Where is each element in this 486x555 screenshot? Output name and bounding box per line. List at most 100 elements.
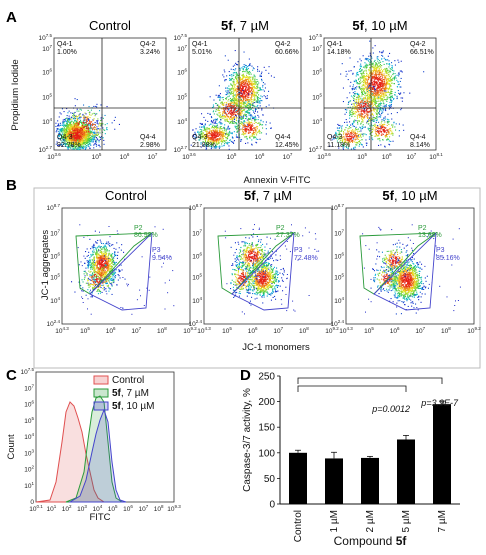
ytick-label: 250 <box>258 372 275 383</box>
panel-b-ytick: 104 <box>192 296 202 305</box>
panel-b-xtick: 104.3 <box>339 326 353 335</box>
panel-b-xtick: 109.2 <box>467 326 481 335</box>
panel-a-ytick: 107 <box>42 44 52 53</box>
panel-b-title-0: Control <box>105 188 147 203</box>
panel-c-ytick: 107 <box>24 383 34 392</box>
panel-b-xtick: 104.3 <box>55 326 69 335</box>
panel-c-ytick: 105 <box>24 416 34 425</box>
panel-a-xtick: 103.6 <box>317 152 331 161</box>
bar-2 <box>361 458 379 504</box>
bar-1 <box>325 458 343 504</box>
panel-a-ytick: 106 <box>177 68 187 77</box>
q3-value: 92.78% <box>57 142 81 149</box>
legend-swatch-2 <box>94 402 108 410</box>
panel-a-plot-5f-10um: 5f, 10 µMQ4-114.18%Q4-266.51%Q4-311.18%Q… <box>309 18 444 161</box>
panel-c-xtick: 106 <box>123 504 133 513</box>
q3-name: Q4-3 <box>57 134 73 141</box>
panel-d-ylabel: Caspase-3/7 activity, % <box>242 388 253 492</box>
legend-swatch-0 <box>94 376 108 384</box>
panel-c-ytick: 101 <box>24 481 34 490</box>
panel-c-xtick: 102 <box>62 504 72 513</box>
panel-a-ytick: 102.7 <box>39 145 53 154</box>
q3-value: 11.18% <box>327 142 350 149</box>
panel-b-ytick: 105 <box>334 273 344 282</box>
ytick-label: 150 <box>258 423 275 434</box>
panel-b-ytick: 105 <box>50 273 60 282</box>
panel-b-ytick: 105 <box>192 273 202 282</box>
panel-b-xlabel: JC-1 monomers <box>242 342 310 353</box>
p2-name: P2 <box>134 225 143 232</box>
ytick-label: 50 <box>264 474 276 485</box>
p3-value: 9.54% <box>152 255 172 262</box>
q1-name: Q4-1 <box>192 41 208 48</box>
bar-0 <box>289 453 307 504</box>
q4-name: Q4-4 <box>140 134 156 141</box>
p3-name: P3 <box>436 247 445 254</box>
p-value-1: p=0.0012 <box>371 404 410 414</box>
panel-c-ytick: 106 <box>24 400 34 409</box>
panel-c-xtick: 103 <box>77 504 87 513</box>
panel-letter-a: A <box>6 9 17 26</box>
ytick-label: 200 <box>258 397 275 408</box>
panel-b-title-2: 5f, 10 µM <box>382 188 437 203</box>
panel-c-ylabel: Count <box>6 434 17 460</box>
q1-value: 14.18% <box>327 49 351 56</box>
q2-name: Q4-2 <box>275 41 291 48</box>
panel-a-ytick: 104 <box>177 117 187 126</box>
bar-4 <box>433 404 451 504</box>
panel-a-xtick: 103.6 <box>47 152 61 161</box>
panel-b-ytick: 102.4 <box>47 319 61 328</box>
panel-b-xtick: 106 <box>390 326 400 335</box>
panel-b-frame-2 <box>346 208 474 324</box>
panel-a-xtick: 105 <box>227 152 237 161</box>
panel-c-ytick: 0 <box>30 499 34 506</box>
ytick-label: 0 <box>269 500 275 511</box>
panel-c-xtick: 107 <box>138 504 148 513</box>
panel-c-ytick: 103 <box>24 448 34 457</box>
panel-b-ytick: 104 <box>50 296 60 305</box>
category-label-2: 2 µM <box>365 510 376 532</box>
bracket-inner <box>298 386 406 392</box>
panel-a-ytick: 107.5 <box>39 33 53 42</box>
p3-name: P3 <box>152 247 161 254</box>
panel-a-xtick: 105 <box>357 152 367 161</box>
p3-value: 72.48% <box>294 255 318 262</box>
panel-a-xtick: 107 <box>283 152 293 161</box>
panel-b-xtick: 104.3 <box>197 326 211 335</box>
panel-b-ytick: 104 <box>334 296 344 305</box>
panel-a-ytick: 106 <box>42 68 52 77</box>
panel-c-xtick: 105 <box>108 504 118 513</box>
p2-value: 86.98% <box>134 232 158 239</box>
panel-a-xtick: 103.6 <box>182 152 196 161</box>
panel-b-frame-0 <box>62 208 190 324</box>
panel-b-xtick: 105 <box>222 326 232 335</box>
panel-b-ytick: 106 <box>50 252 60 261</box>
panel-b-xtick: 108 <box>157 326 167 335</box>
category-label-0: Control <box>293 510 304 542</box>
panel-a-ylabel: Propidium Iodide <box>10 59 21 130</box>
ytick-label: 100 <box>258 448 275 459</box>
p2-value: 13.68% <box>418 232 442 239</box>
panel-a-ytick: 102.7 <box>174 145 188 154</box>
panel-c-ytick: 102 <box>24 465 34 474</box>
panel-a-plot-5f-7um: 5f, 7 µMQ4-15.01%Q4-260.66%Q4-321.88%Q4-… <box>174 18 302 161</box>
q1-name: Q4-1 <box>57 41 73 48</box>
panel-a-ytick: 107 <box>177 44 187 53</box>
panel-a-xtick: 105 <box>92 152 102 161</box>
panel-c-xtick: 109.3 <box>167 504 181 513</box>
panel-c-ytick: 107.5 <box>21 367 35 376</box>
q2-name: Q4-2 <box>140 41 156 48</box>
panel-b-ytick: 107 <box>50 229 60 238</box>
q2-name: Q4-2 <box>410 41 426 48</box>
panel-b-title-1: 5f, 7 µM <box>244 188 292 203</box>
q4-value: 2.98% <box>140 142 160 149</box>
panel-a-ytick: 107 <box>312 44 322 53</box>
panel-a-xtick: 106 <box>255 152 265 161</box>
q2-value: 3.24% <box>140 49 160 56</box>
q1-value: 1.00% <box>57 49 77 56</box>
panel-a-ytick: 104 <box>42 117 52 126</box>
panel-b-ytick: 106 <box>192 252 202 261</box>
panel-a-xlabel: Annexin V-FITC <box>243 175 310 186</box>
panel-a-plot-control: ControlQ4-11.00%Q4-23.24%Q4-392.78%Q4-42… <box>39 18 167 161</box>
